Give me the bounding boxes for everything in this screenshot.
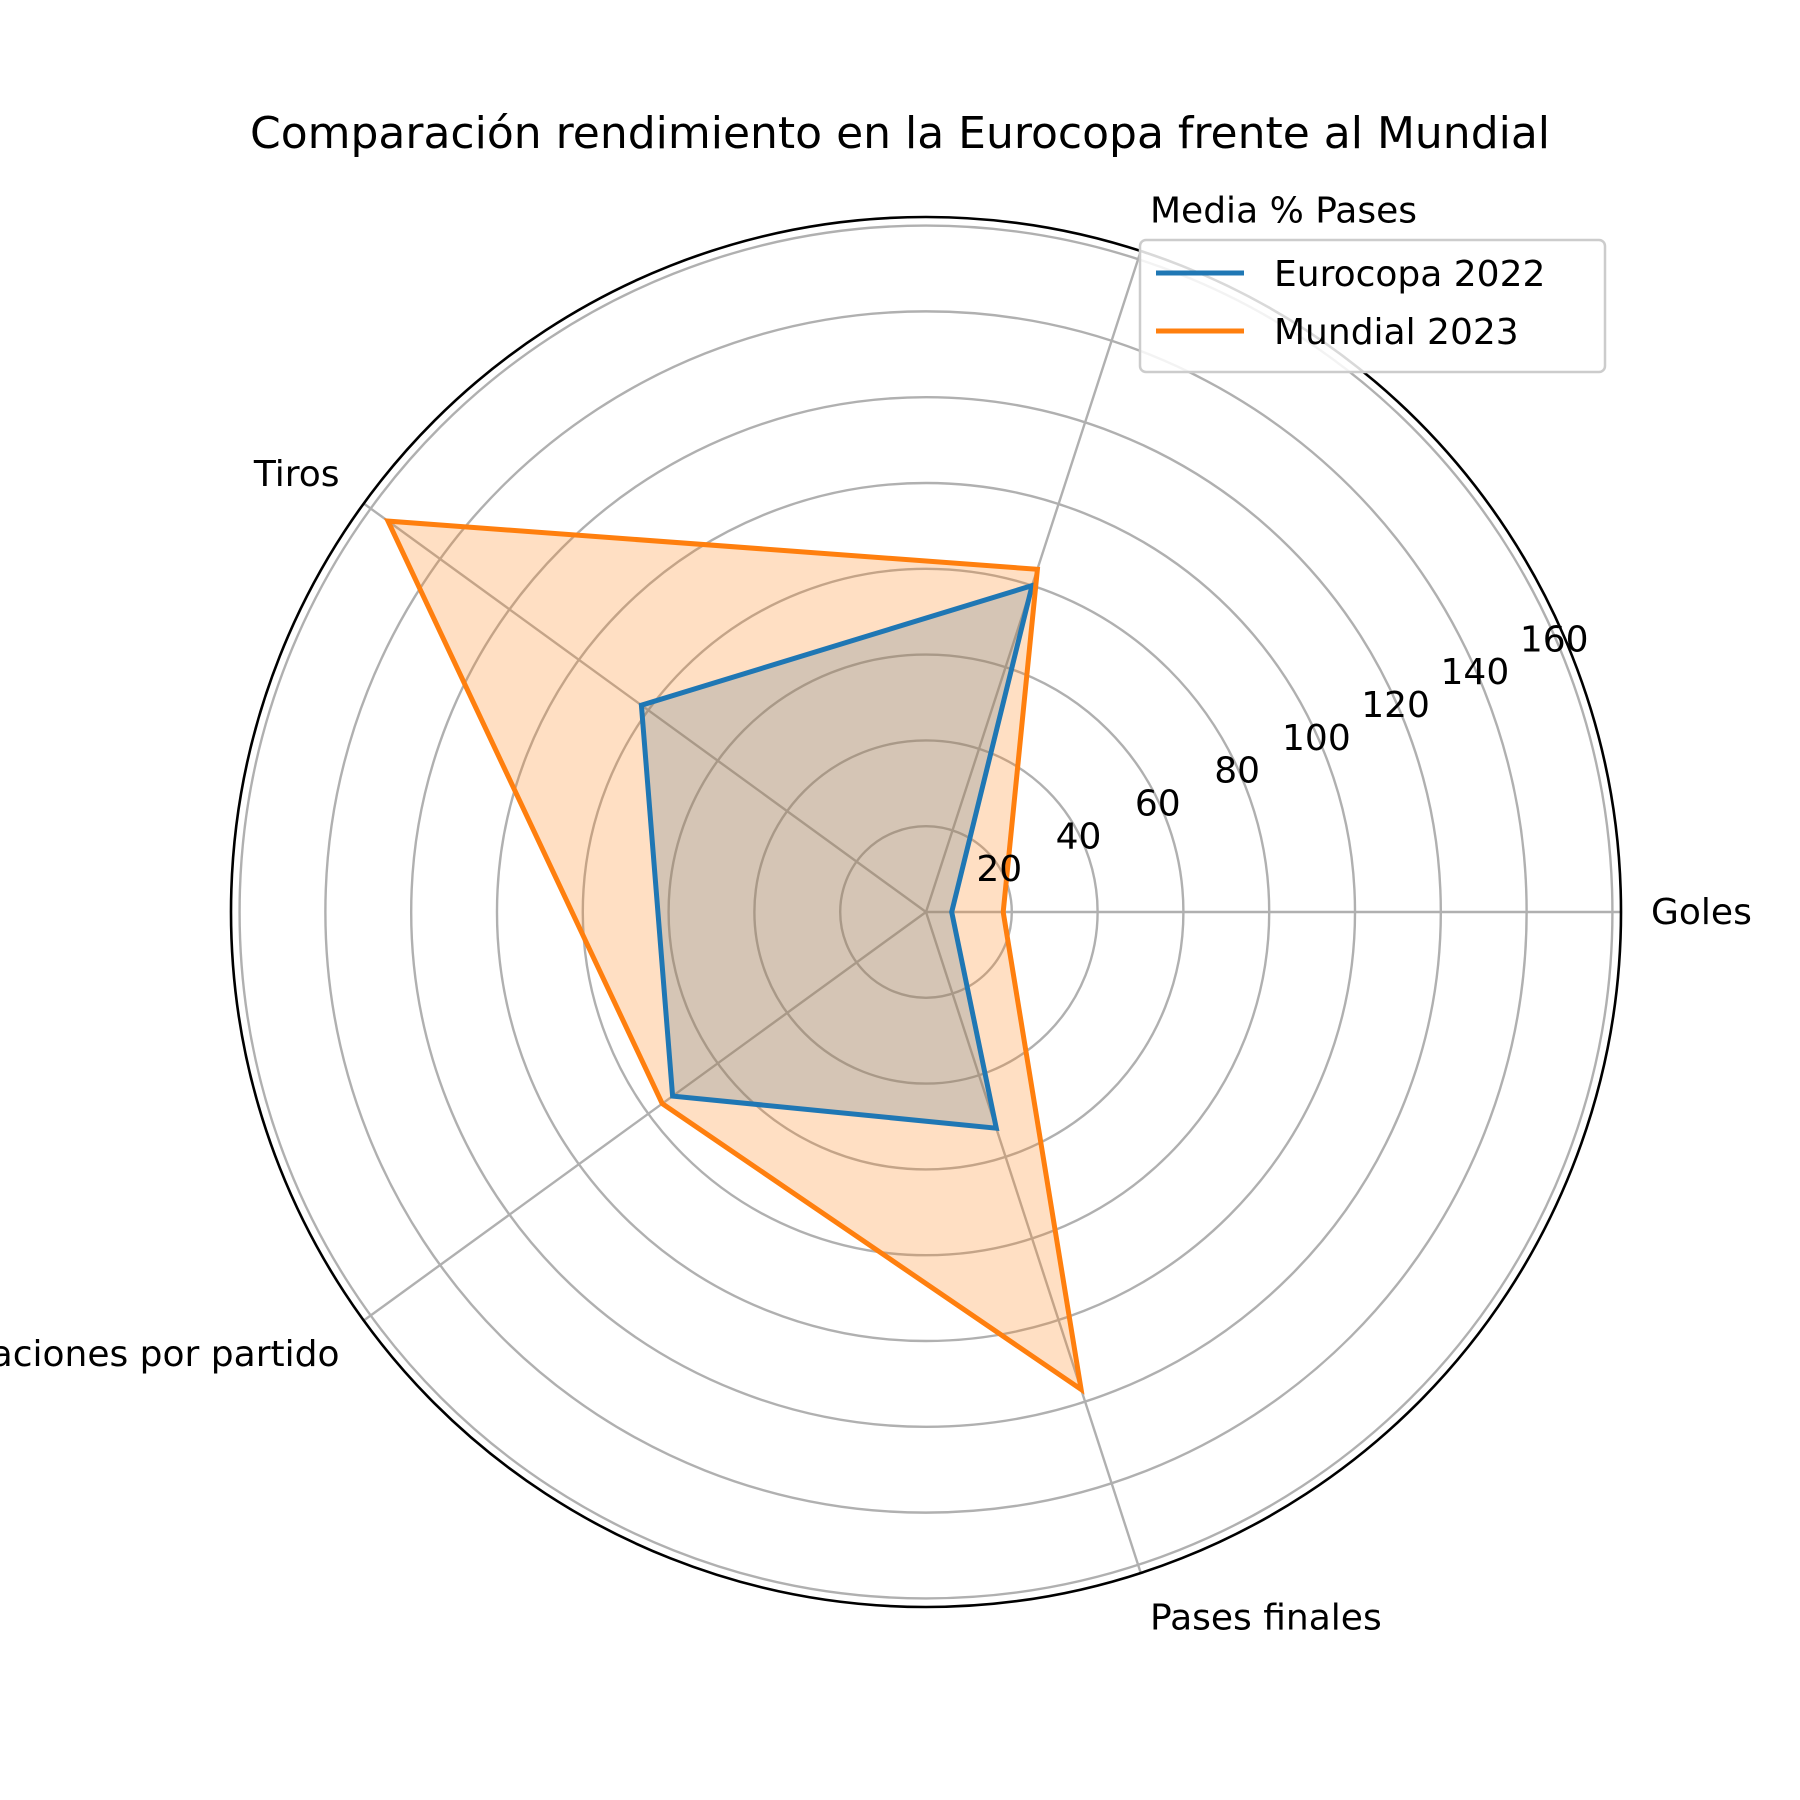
series-line-0	[638, 581, 1036, 1132]
series-line-1	[383, 518, 1085, 1395]
series-fill-1	[388, 521, 1082, 1390]
polar-frame	[229, 215, 1623, 1609]
category-label-3: Recuperaciones por partido	[0, 1334, 340, 1375]
category-label-2: Tiros	[253, 454, 340, 495]
series-polygons	[383, 518, 1085, 1395]
spoke-line	[924, 250, 1142, 913]
radial-tick-label-80: 80	[1214, 751, 1260, 792]
category-label-0: Goles	[1651, 892, 1752, 933]
legend-label-0: Eurocopa 2022	[1274, 254, 1545, 295]
spoke-line	[363, 911, 927, 1322]
legend-label-1: Mundial 2023	[1274, 312, 1519, 353]
spoke-line	[924, 911, 1142, 1574]
radial-tick-label-160: 160	[1520, 619, 1589, 660]
spoke-line	[363, 502, 927, 913]
radial-grid	[229, 215, 1623, 1609]
radial-tick-label-60: 60	[1135, 784, 1181, 825]
category-label-4: Pases finales	[1150, 1598, 1382, 1639]
axis-labels: Goles Media % Pases Tiros Recuperaciones po…	[0, 191, 1752, 1639]
category-label-1: Media % Pases	[1150, 191, 1417, 232]
radial-tick-label-140: 140	[1441, 652, 1510, 693]
radial-tick-label-100: 100	[1282, 718, 1351, 759]
legend-box	[1138, 238, 1607, 374]
radial-tick-label-120: 120	[1361, 685, 1430, 726]
radial-tick-label-20: 20	[976, 849, 1022, 890]
legend: Eurocopa 2022 Mundial 2023	[1138, 238, 1607, 374]
radial-tick-label-40: 40	[1056, 816, 1102, 857]
series-fill-0	[641, 585, 1033, 1129]
chart-title: Comparación rendimiento en la Eurocopa f…	[250, 108, 1550, 159]
